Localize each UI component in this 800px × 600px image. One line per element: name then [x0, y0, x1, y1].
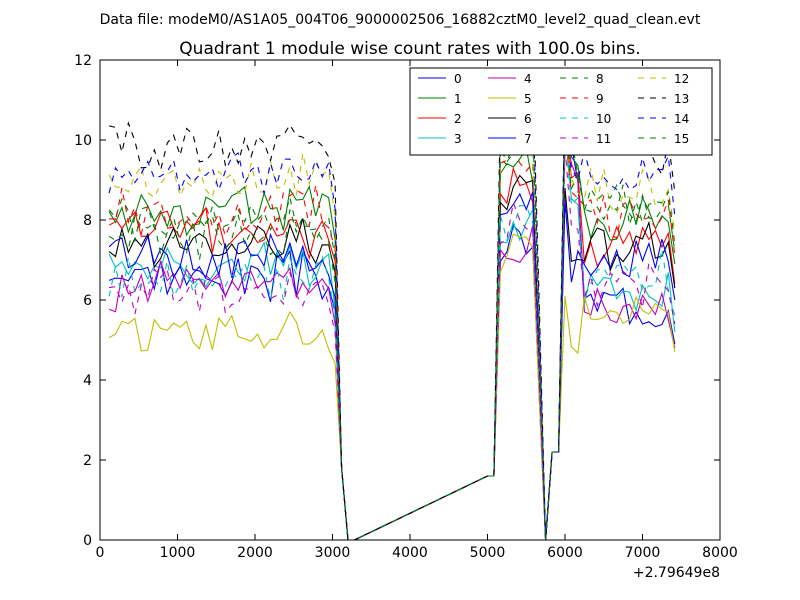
- axis-ticks: 0 1000 2000 3000 4000 5000 6000 7000 80000246810…: [74, 53, 738, 561]
- plot-lines: [108, 73, 676, 541]
- legend-label-7: 7: [524, 132, 532, 146]
- legend-label-3: 3: [454, 132, 462, 146]
- x-tick-label-5: 5000: [470, 545, 506, 561]
- legend-label-11: 11: [596, 132, 611, 146]
- x-tick-label-2: 2000: [237, 545, 273, 561]
- y-tick-label-5: 10: [74, 133, 92, 149]
- series-line-4: [108, 123, 676, 541]
- legend-label-6: 6: [524, 112, 532, 126]
- x-tick-label-4: 4000: [392, 545, 428, 561]
- y-tick-label-0: 0: [83, 533, 92, 549]
- legend-label-1: 1: [454, 92, 462, 106]
- y-tick-label-1: 2: [83, 453, 92, 469]
- series-line-9: [108, 131, 676, 541]
- y-tick-label-6: 12: [74, 53, 92, 69]
- y-tick-label-2: 4: [83, 373, 92, 389]
- series-line-1: [108, 103, 676, 541]
- x-tick-label-3: 3000: [315, 545, 351, 561]
- legend-label-5: 5: [524, 92, 532, 106]
- series-line-12: [108, 111, 676, 541]
- series-line-7: [108, 191, 676, 541]
- series-line-6: [108, 174, 676, 541]
- series-line-14: [108, 96, 676, 541]
- series-line-11: [109, 147, 676, 541]
- series-line-3: [108, 127, 676, 541]
- x-tick-label-1: 1000: [160, 545, 196, 561]
- legend-label-2: 2: [454, 112, 462, 126]
- y-tick-label-3: 6: [83, 293, 92, 309]
- legend-label-14: 14: [674, 112, 689, 126]
- x-tick-label-6: 6000: [547, 545, 583, 561]
- legend-label-4: 4: [524, 72, 532, 86]
- legend-label-8: 8: [596, 72, 604, 86]
- legend-frame: [409, 67, 713, 156]
- series-line-5: [108, 233, 676, 541]
- series-line-2: [109, 115, 676, 541]
- x-tick-label-7: 7000: [625, 545, 661, 561]
- series-line-0: [108, 99, 676, 541]
- legend-label-9: 9: [596, 92, 604, 106]
- legend-label-15: 15: [674, 132, 689, 146]
- y-tick-label-4: 8: [83, 213, 92, 229]
- legend-label-0: 0: [454, 72, 462, 86]
- series-line-10: [108, 135, 676, 541]
- data-file-suptitle: Data file: modeM0/AS1A05_004T06_90000025…: [100, 12, 701, 28]
- x-tick-label-0: 0: [96, 545, 105, 561]
- x-offset-label: +2.79649e8: [633, 565, 720, 581]
- legend-label-13: 13: [674, 92, 689, 106]
- series-line-15: [108, 115, 676, 541]
- chart-title: Quadrant 1 module wise count rates with …: [179, 39, 640, 59]
- legend-label-10: 10: [596, 112, 611, 126]
- x-tick-label-8: 8000: [702, 545, 738, 561]
- legend-label-12: 12: [674, 72, 689, 86]
